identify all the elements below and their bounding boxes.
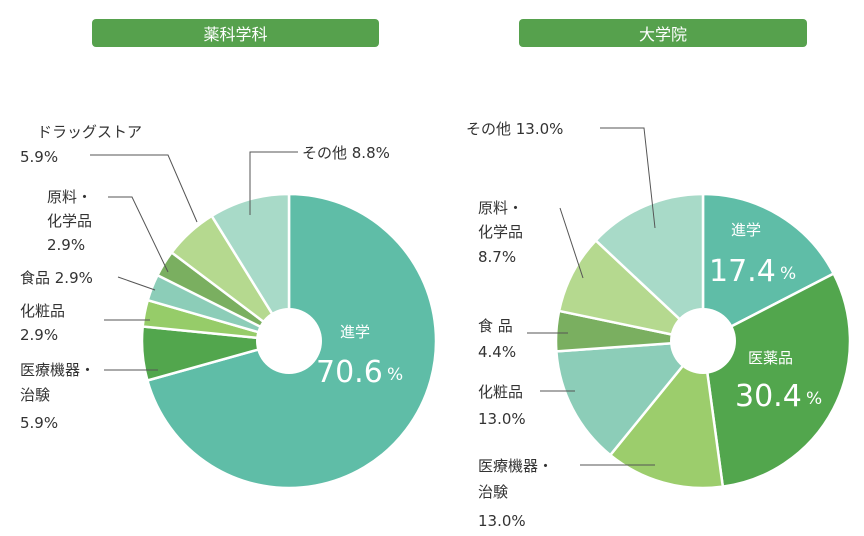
right-center-hole <box>670 308 736 374</box>
label-shinkaku-right: 進学 <box>731 221 761 239</box>
pie-right <box>554 192 852 490</box>
value-shokuhin-right: 4.4% <box>478 343 516 361</box>
leader-sonota-left <box>249 151 298 215</box>
label-shokuhin: 食品 2.9% <box>20 269 93 287</box>
label-keshohin: 化粧品 <box>20 302 65 320</box>
label-genryo-2: 化学品 <box>47 212 92 230</box>
leaders-left <box>90 151 298 371</box>
left-slice-6 <box>210 192 291 346</box>
labels-right: その他 13.0% 原料・ 化学品 8.7% 食 品 4.4% 化粧品 13.0… <box>466 120 822 530</box>
label-drugstore: ドラッグストア <box>37 123 142 141</box>
right-slice-3 <box>555 339 706 457</box>
leader-sonota-right <box>600 127 656 229</box>
value-iryo: 5.9% <box>20 414 58 432</box>
right-slice-6 <box>593 192 705 344</box>
label-iryo-1: 医療機器・ <box>20 361 95 379</box>
leader-shokuhin <box>117 276 156 291</box>
label-iyakuhin: 医薬品 <box>748 349 793 367</box>
labels-left: ドラッグストア 5.9% 原料・ 化学品 2.9% 食品 2.9% 化粧品 2.… <box>20 123 403 432</box>
unit-shinkaku-right: % <box>780 264 796 284</box>
label-iryo-right-1: 医療機器・ <box>478 457 553 475</box>
right-slice-0 <box>701 192 836 344</box>
value-iryo-right: 13.0% <box>478 512 526 530</box>
leaders-right <box>527 127 656 466</box>
value-keshohin-right: 13.0% <box>478 410 526 428</box>
label-keshohin-right: 化粧品 <box>478 383 523 401</box>
label-genryo-right-1: 原料・ <box>478 199 523 217</box>
unit-iyakuhin: % <box>806 389 822 409</box>
leader-drugstore <box>90 154 198 223</box>
leader-genryo <box>108 196 169 273</box>
unit-shinkaku-left: % <box>387 365 403 385</box>
value-keshohin: 2.9% <box>20 326 58 344</box>
label-genryo-right-2: 化学品 <box>478 223 523 241</box>
left-center-hole <box>256 308 322 374</box>
chart-title-right: 大学院 <box>519 19 807 47</box>
chart-title-left: 薬科学科 <box>92 19 379 47</box>
label-iryo-2: 治験 <box>20 386 50 404</box>
value-iyakuhin: 30.4 <box>735 379 802 414</box>
pie-left <box>140 192 438 490</box>
label-sonota-left: その他 8.8% <box>302 144 390 162</box>
value-genryo: 2.9% <box>47 236 85 254</box>
label-genryo-1: 原料・ <box>47 188 92 206</box>
label-shinkaku-left: 進学 <box>340 323 370 341</box>
value-drugstore: 5.9% <box>20 148 58 166</box>
value-shinkaku-right: 17.4 <box>709 254 776 289</box>
value-shinkaku-left: 70.6 <box>316 355 383 390</box>
label-iryo-right-2: 治験 <box>478 483 508 501</box>
right-slice-2 <box>608 337 725 490</box>
right-slice-1 <box>701 271 852 489</box>
label-shokuhin-right: 食 品 <box>478 317 513 335</box>
label-sonota-right: その他 13.0% <box>466 120 563 138</box>
leader-genryo-right <box>559 207 584 279</box>
value-genryo-right: 8.7% <box>478 248 516 266</box>
